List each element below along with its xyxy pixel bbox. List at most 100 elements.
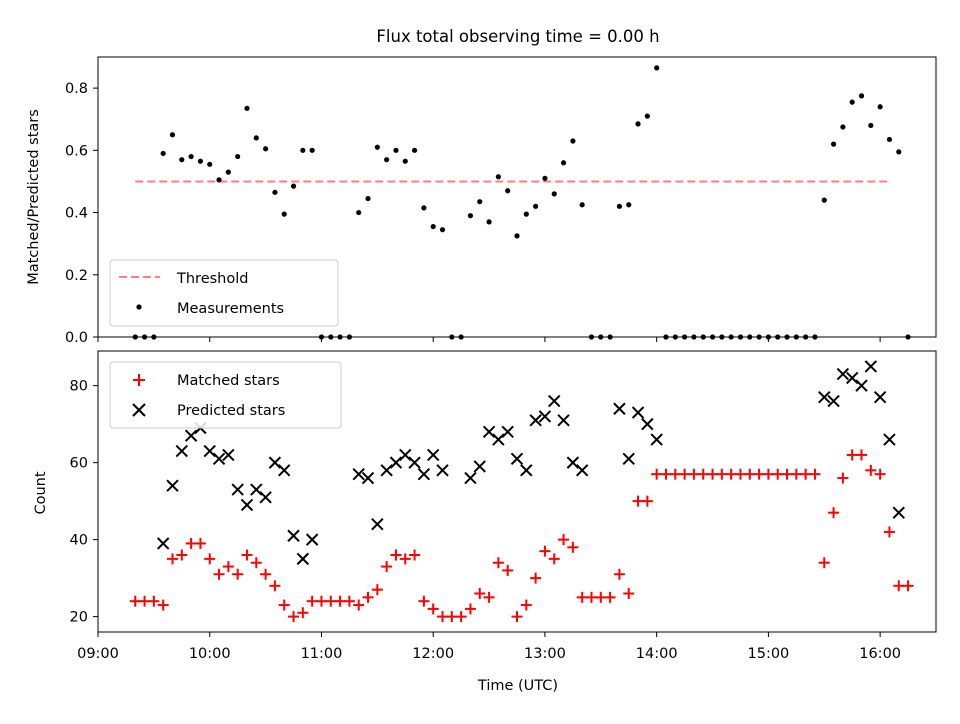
- matched-star-point: [399, 553, 411, 565]
- matched-star-point: [697, 468, 709, 480]
- matched-star-point: [744, 468, 756, 480]
- matched-star-point: [437, 611, 449, 623]
- measurement-point: [309, 147, 315, 153]
- top-y-tick-label: 0.4: [65, 206, 88, 222]
- matched-star-point: [334, 595, 346, 607]
- x-tick-label: 16:00: [859, 646, 901, 662]
- predicted-star-point: [883, 433, 896, 446]
- measurement-point: [551, 191, 557, 197]
- predicted-star-point: [501, 425, 514, 439]
- x-tick-label: 15:00: [748, 646, 790, 662]
- measurement-point: [616, 203, 623, 209]
- predicted-star-point: [399, 448, 412, 462]
- measurement-point: [626, 202, 632, 208]
- predicted-star-point: [296, 552, 310, 566]
- bottom-plot-frame: [97, 350, 937, 633]
- matched-star-point: [222, 561, 234, 573]
- matched-star-point: [651, 468, 663, 480]
- predicted-star-point: [864, 360, 878, 373]
- measurement-point: [356, 209, 362, 216]
- matched-star-point: [809, 468, 821, 480]
- matched-star-point: [753, 468, 765, 480]
- top-y-ticks: 0.0 0.2 0.4 0.6 0.8: [65, 81, 98, 346]
- legend-measurements-swatch: [136, 304, 142, 310]
- matched-star-point: [604, 591, 616, 603]
- matched-star-point: [781, 468, 793, 480]
- measurement-point: [533, 203, 539, 209]
- matched-star-point: [297, 607, 309, 619]
- matched-star-point: [418, 595, 430, 607]
- x-tick-label: 11:00: [301, 646, 343, 662]
- measurement-point: [402, 158, 408, 164]
- matched-star-point: [883, 526, 895, 538]
- predicted-star-point: [464, 471, 477, 485]
- measurement-point: [197, 158, 204, 164]
- matched-star-point: [427, 603, 439, 615]
- measurement-point: [160, 150, 166, 157]
- legend-matched-swatch: [133, 374, 145, 386]
- measurement-point: [281, 211, 287, 217]
- predicted-star-point: [473, 460, 486, 473]
- predicted-star-point: [482, 425, 496, 439]
- matched-star-point: [194, 537, 206, 549]
- measurement-point: [654, 65, 660, 71]
- measurement-point: [272, 189, 278, 195]
- matched-star-point: [818, 557, 830, 569]
- predicted-star-point: [184, 429, 198, 442]
- matched-star-point: [856, 449, 868, 461]
- matched-star-point: [306, 595, 318, 607]
- matched-star-point: [381, 561, 393, 573]
- matched-star-point: [790, 468, 802, 480]
- top-legend: Threshold Measurements: [109, 259, 339, 327]
- measurement-point: [868, 122, 874, 129]
- matched-star-point: [576, 591, 588, 603]
- measurement-point: [477, 199, 483, 205]
- measurement-point: [635, 121, 641, 127]
- measurement-point: [505, 188, 511, 194]
- measurement-point: [393, 147, 399, 153]
- legend-matched-label: Matched stars: [177, 373, 280, 389]
- predicted-star-point: [389, 456, 403, 469]
- predicted-star-point: [855, 379, 868, 392]
- top-x-ticks: [97, 337, 881, 342]
- predicted-star-point: [436, 464, 449, 477]
- matched-star-point: [902, 580, 914, 592]
- predicted-star-point: [287, 529, 300, 542]
- predicted-star-point: [166, 479, 179, 492]
- legend-threshold-label: Threshold: [176, 271, 248, 287]
- measurement-point: [560, 160, 567, 166]
- x-axis-label: Time (UTC): [477, 678, 558, 694]
- measurement-point: [225, 169, 231, 175]
- top-panel: 0.00.20.40.60.8 Matched/Predicted stars …: [26, 56, 937, 346]
- measurement-point: [411, 147, 418, 153]
- predicted-star-point: [492, 433, 505, 446]
- predicted-star-point: [222, 448, 235, 462]
- matched-star-point: [669, 468, 681, 480]
- measurement-point: [886, 136, 893, 143]
- measurement-point: [179, 157, 185, 163]
- bottom-y-tick-label: 40: [70, 533, 88, 549]
- measurement-point: [253, 135, 259, 141]
- predicted-star-point: [566, 456, 580, 469]
- predicted-star-point: [845, 371, 859, 385]
- legend-predicted-label: Predicted stars: [177, 403, 285, 419]
- measurement-point: [207, 161, 213, 167]
- measurement-point: [384, 157, 390, 163]
- matched-star-point: [148, 595, 160, 607]
- matched-star-point: [800, 468, 812, 480]
- x-tick-label: 13:00: [524, 646, 566, 662]
- predicted-star-point: [631, 406, 645, 419]
- measurement-point: [644, 113, 650, 119]
- measurement-point: [579, 202, 585, 208]
- measurement-point: [421, 205, 427, 211]
- matched-star-point: [483, 591, 495, 603]
- x-tick-label: 14:00: [636, 646, 678, 662]
- bottom-y-axis-label: Count: [33, 471, 49, 514]
- matched-star-point: [250, 557, 262, 569]
- matched-star-point: [623, 588, 635, 600]
- measurement-point: [467, 213, 474, 219]
- matched-star-point: [874, 468, 886, 480]
- predicted-star-point: [417, 467, 431, 481]
- measurement-point: [486, 219, 492, 225]
- matched-star-point: [707, 468, 719, 480]
